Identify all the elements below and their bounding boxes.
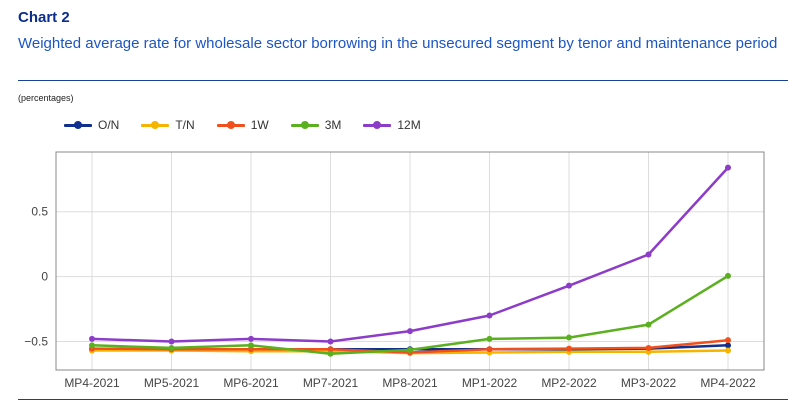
chart-legend: O/N T/N 1W 3M 12M (64, 118, 443, 132)
data-point-3m (89, 342, 95, 349)
data-point-1w (566, 345, 572, 352)
x-tick-label: MP6-2021 (223, 376, 279, 390)
legend-swatch (64, 118, 92, 132)
legend-label: 12M (397, 118, 421, 132)
bottom-divider (18, 399, 788, 400)
data-point-12m (168, 338, 175, 345)
units-label: (percentages) (18, 93, 74, 103)
x-tick-label: MP1-2022 (462, 376, 518, 390)
data-point-3m (725, 272, 731, 279)
data-point-12m (89, 335, 95, 342)
data-point-12m (486, 312, 493, 319)
legend-item-1w[interactable]: 1W (216, 118, 269, 132)
data-point-tn (725, 347, 731, 354)
data-point-12m (327, 338, 334, 345)
legend-label: 1W (250, 118, 269, 132)
x-tick-label: MP5-2021 (144, 376, 200, 390)
x-tick-label: MP7-2021 (303, 376, 359, 390)
x-tick-label: MP3-2022 (621, 376, 677, 390)
x-tick-label: MP8-2021 (382, 376, 438, 390)
data-point-3m (407, 346, 413, 353)
legend-label: 3M (324, 118, 342, 132)
data-point-3m (248, 342, 254, 349)
plot-frame (55, 151, 765, 371)
y-tick-label: 0.5 (31, 205, 48, 219)
data-point-3m (645, 321, 652, 328)
legend-item-on[interactable]: O/N (64, 118, 119, 132)
data-point-12m (407, 328, 413, 335)
data-point-on (725, 342, 731, 349)
data-point-1w (725, 337, 731, 344)
legend-label: T/N (175, 118, 195, 132)
data-point-3m (486, 335, 493, 342)
data-point-3m (168, 344, 175, 351)
legend-label: O/N (98, 118, 120, 132)
data-point-3m (327, 350, 334, 357)
data-point-12m (248, 335, 254, 342)
data-point-1w (645, 344, 652, 351)
legend-swatch (290, 118, 319, 132)
legend-item-12m[interactable]: 12M (363, 118, 421, 132)
x-tick-label: MP4-2021 (64, 376, 120, 390)
data-point-12m (645, 251, 652, 258)
chart-title: Chart 2 (18, 9, 70, 26)
legend-swatch (363, 118, 392, 132)
x-tick-label: MP4-2022 (700, 376, 756, 390)
top-divider (18, 80, 788, 81)
data-point-12m (725, 164, 731, 171)
data-point-3m (566, 334, 572, 341)
data-point-1w (486, 346, 493, 353)
data-point-12m (566, 282, 572, 289)
y-tick-label: −0.5 (24, 334, 48, 348)
chart-subtitle: Weighted average rate for wholesale sect… (18, 35, 778, 52)
legend-item-tn[interactable]: T/N (141, 118, 195, 132)
x-tick-label: MP2-2022 (541, 376, 597, 390)
data-point-1w (327, 346, 334, 353)
legend-item-3m[interactable]: 3M (290, 118, 342, 132)
legend-swatch (216, 118, 245, 132)
y-tick-label: 0 (41, 270, 48, 284)
legend-swatch (141, 118, 170, 132)
